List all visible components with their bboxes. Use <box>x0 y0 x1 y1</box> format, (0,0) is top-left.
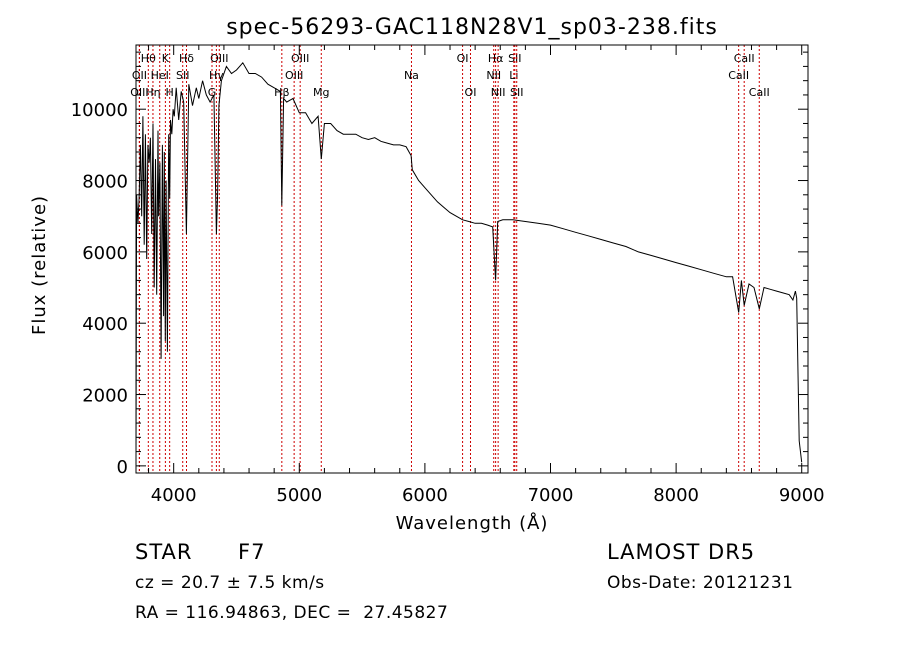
redshift-velocity: cz = 20.7 ± 7.5 km/s <box>135 573 325 593</box>
line-marker-label: SII <box>176 69 189 82</box>
y-tick-label: 2000 <box>82 386 128 407</box>
object-class: STAR <box>135 540 193 564</box>
survey-name: LAMOST DR5 <box>607 540 756 564</box>
y-tick-label: 8000 <box>82 172 128 193</box>
line-marker-label: SII <box>510 86 523 99</box>
y-tick-label: 6000 <box>82 243 128 264</box>
x-tick-label: 4000 <box>151 485 197 506</box>
line-marker-label: NII <box>491 86 506 99</box>
line-marker-label: OIII <box>130 86 148 99</box>
line-marker-label: NII <box>486 69 501 82</box>
x-tick-label: 7000 <box>528 485 574 506</box>
line-marker-label: OIII <box>210 52 228 65</box>
y-tick-label: 4000 <box>82 314 128 335</box>
line-marker-label: OI <box>465 86 477 99</box>
line-marker-label: Li <box>509 69 518 82</box>
line-marker-label: Mg <box>313 86 329 99</box>
object-subclass: F7 <box>238 540 266 564</box>
x-tick-label: 5000 <box>276 485 322 506</box>
plot-frame <box>135 44 809 474</box>
x-tick-label: 8000 <box>653 485 699 506</box>
chart-title: spec-56293-GAC118N28V1_sp03-238.fits <box>226 15 718 40</box>
observation-date: Obs-Date: 20121231 <box>607 573 794 593</box>
x-tick-label: 9000 <box>779 485 825 506</box>
y-axis-label: Flux (relative) <box>29 195 50 335</box>
y-tick-label: 0 <box>117 457 128 478</box>
line-marker-label: H <box>166 86 174 99</box>
line-marker-label: K <box>162 52 170 65</box>
line-marker-label: CaII <box>749 86 770 99</box>
y-tick-label: 10000 <box>71 100 128 121</box>
line-marker-label: Hγ <box>209 69 224 82</box>
line-marker-label: SII <box>508 52 521 65</box>
line-marker-label: CaII <box>728 69 749 82</box>
x-axis: 4000 5000 6000 7000 8000 9000 <box>148 45 825 506</box>
line-marker-label: CaII <box>734 52 755 65</box>
coordinates: RA = 116.94863, DEC = 27.45827 <box>135 603 449 623</box>
spectrum-line <box>135 61 803 463</box>
line-marker-label: HeI <box>151 69 169 82</box>
line-marker-label: OI <box>457 52 469 65</box>
y-axis: 0 2000 4000 6000 8000 10000 <box>71 51 808 478</box>
line-marker-label: Hβ <box>274 86 289 99</box>
x-tick-label: 6000 <box>402 485 448 506</box>
line-marker-label: Hη <box>145 86 160 99</box>
line-marker-label: Na <box>404 69 419 82</box>
line-marker-label: OIII <box>291 52 309 65</box>
line-marker-label: Hδ <box>179 52 194 65</box>
line-marker-label: G <box>208 86 217 99</box>
line-marker-label: Hθ <box>141 52 156 65</box>
line-marker-label: OIII <box>285 69 303 82</box>
line-marker-label: Hα <box>488 52 504 65</box>
x-axis-label: Wavelength (Å) <box>396 512 549 534</box>
